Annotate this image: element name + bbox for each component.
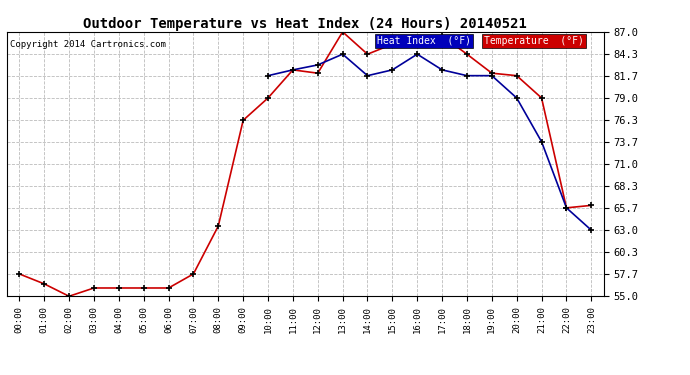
Text: Copyright 2014 Cartronics.com: Copyright 2014 Cartronics.com — [10, 40, 166, 49]
Text: Temperature  (°F): Temperature (°F) — [484, 36, 584, 46]
Text: Heat Index  (°F): Heat Index (°F) — [377, 36, 471, 46]
Title: Outdoor Temperature vs Heat Index (24 Hours) 20140521: Outdoor Temperature vs Heat Index (24 Ho… — [83, 17, 527, 31]
